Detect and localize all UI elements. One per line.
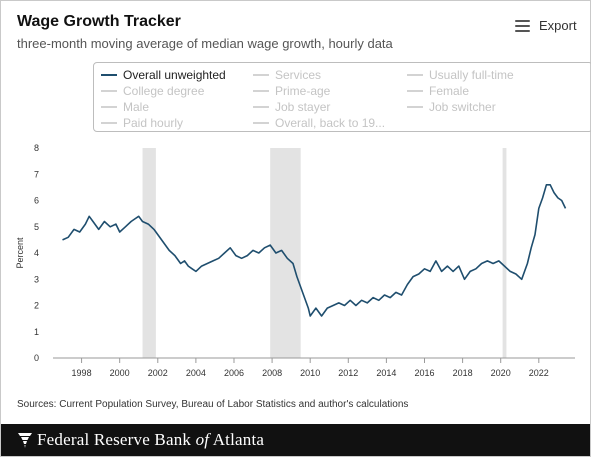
- export-button[interactable]: Export: [515, 18, 577, 33]
- x-tick-label: 2004: [186, 368, 206, 378]
- y-axis-label: Percent: [15, 237, 25, 269]
- legend: Overall unweighted Services Usually full-t…: [93, 62, 591, 132]
- x-tick-label: 2022: [529, 368, 549, 378]
- x-tick-label: 2008: [262, 368, 282, 378]
- legend-item[interactable]: Job stayer: [253, 100, 330, 114]
- legend-item[interactable]: Overall, back to 19...: [253, 116, 385, 130]
- legend-swatch: [407, 74, 423, 76]
- legend-swatch: [407, 90, 423, 92]
- legend-label: Overall unweighted: [123, 68, 226, 82]
- y-tick-label: 5: [34, 222, 39, 232]
- legend-swatch: [253, 122, 269, 124]
- sources-note: Sources: Current Population Survey, Bure…: [17, 399, 409, 410]
- line-chart: 0 1 2 3 4 5 6 7 8 1998 2000 2002 2004 2006 2008 2010 201…: [15, 143, 575, 378]
- recession-band: [270, 148, 301, 358]
- x-tick-label: 2002: [148, 368, 168, 378]
- legend-label: Paid hourly: [123, 116, 184, 130]
- legend-label: Services: [275, 68, 322, 82]
- x-tick-label: 2012: [338, 368, 358, 378]
- x-tick-label: 2006: [224, 368, 244, 378]
- y-tick-label: 8: [34, 143, 39, 153]
- hamburger-menu-icon: [515, 19, 530, 32]
- recession-band: [502, 148, 507, 358]
- eagle-logo-icon: [18, 433, 32, 448]
- legend-item[interactable]: Overall unweighted: [101, 68, 226, 82]
- x-tick-label: 2010: [300, 368, 320, 378]
- legend-item[interactable]: Services: [253, 68, 321, 82]
- legend-border: [93, 62, 591, 132]
- bank-name: Federal Reserve Bank of Atlanta: [37, 430, 265, 449]
- legend-item[interactable]: Prime-age: [253, 84, 330, 98]
- y-tick-label: 0: [34, 353, 39, 363]
- x-tick-label: 2016: [414, 368, 434, 378]
- chart-subtitle: three-month moving average of median wag…: [17, 36, 393, 51]
- legend-item[interactable]: Job switcher: [407, 100, 496, 114]
- legend-label: College degree: [123, 84, 205, 98]
- legend-swatch: [101, 122, 117, 124]
- legend-swatch: [253, 74, 269, 76]
- y-tick-label: 2: [34, 301, 39, 311]
- x-tick-label: 2000: [110, 368, 130, 378]
- legend-item[interactable]: Paid hourly: [101, 116, 183, 130]
- y-tick-label: 6: [34, 196, 39, 206]
- x-tick-label: 1998: [72, 368, 92, 378]
- legend-swatch: [253, 90, 269, 92]
- legend-item[interactable]: College degree: [101, 84, 204, 98]
- y-tick-label: 7: [34, 169, 39, 179]
- legend-label: Male: [123, 100, 150, 114]
- y-tick-label: 1: [34, 327, 39, 337]
- legend-label: Usually full-time: [429, 68, 514, 82]
- legend-label: Job switcher: [429, 100, 496, 114]
- chart-title: Wage Growth Tracker: [17, 13, 181, 30]
- legend-label: Prime-age: [275, 84, 331, 98]
- series-line: [62, 183, 567, 317]
- legend-label: Job stayer: [275, 100, 331, 114]
- export-label: Export: [539, 18, 577, 33]
- legend-swatch: [101, 106, 117, 108]
- x-tick-label: 2014: [376, 368, 396, 378]
- x-tick-label: 2018: [453, 368, 473, 378]
- legend-label: Female: [429, 84, 470, 98]
- legend-item[interactable]: Male: [101, 100, 149, 114]
- legend-swatch: [253, 106, 269, 108]
- recession-band: [142, 148, 156, 358]
- legend-swatch: [101, 90, 117, 92]
- legend-swatch: [101, 74, 117, 76]
- y-tick-label: 3: [34, 274, 39, 284]
- legend-swatch: [407, 106, 423, 108]
- legend-label: Overall, back to 19...: [275, 116, 386, 130]
- x-tick-label: 2020: [491, 368, 511, 378]
- legend-item[interactable]: Usually full-time: [407, 68, 514, 82]
- footer-bar: Federal Reserve Bank of Atlanta: [1, 424, 590, 456]
- legend-item[interactable]: Female: [407, 84, 469, 98]
- y-tick-label: 4: [34, 248, 39, 258]
